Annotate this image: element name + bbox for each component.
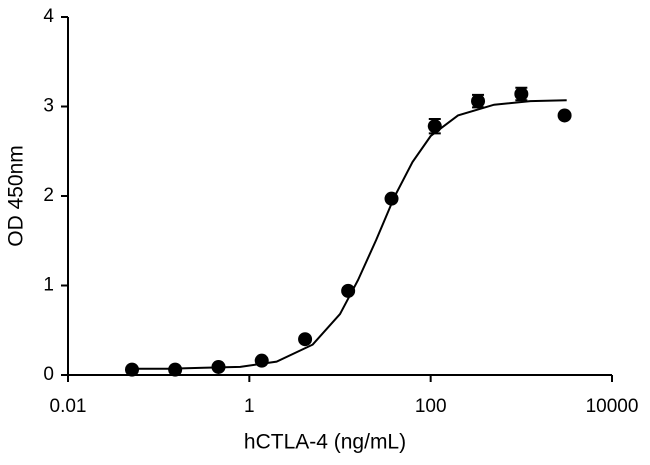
data-point (124, 362, 139, 377)
data-point (254, 353, 269, 368)
data-point (168, 362, 183, 377)
y-tick-label: 1 (43, 275, 54, 296)
x-tick-label: 100 (415, 396, 447, 417)
data-point (384, 191, 399, 206)
y-tick-label: 4 (43, 6, 54, 27)
y-tick-label: 3 (43, 96, 54, 117)
x-tick-label: 10000 (586, 396, 639, 417)
data-point (471, 94, 486, 109)
x-tick-label: 1 (244, 396, 255, 417)
data-point (211, 359, 226, 374)
y-tick-label: 2 (43, 185, 54, 206)
data-point (514, 86, 529, 101)
data-point (341, 283, 356, 298)
y-axis-title: OD 450nm (5, 145, 28, 247)
data-point (557, 108, 572, 123)
x-tick-label: 0.01 (50, 396, 87, 417)
data-point (427, 119, 442, 134)
y-tick-label: 0 (43, 364, 54, 385)
x-axis-title: hCTLA-4 (ng/mL) (244, 431, 406, 454)
fit-curve (131, 99, 567, 370)
data-point (298, 332, 313, 347)
